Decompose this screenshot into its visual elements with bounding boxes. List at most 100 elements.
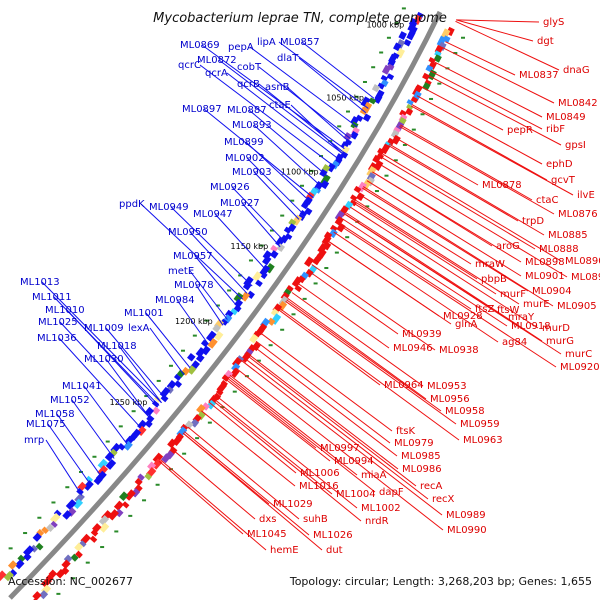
gene-feature-outer [220,318,229,326]
gene-label-line [252,345,398,457]
gene-label: ML1004 [336,489,376,500]
gene-label: ML0986 [402,464,442,475]
gene-label: recA [420,481,443,492]
gene-label: ML0901 [525,271,565,282]
gene-label: lexA [128,323,150,334]
gene-feature-inner [399,109,407,118]
feature-marker [71,577,76,580]
gene-label-line [345,214,562,355]
tick-label: 1150 kbp [231,242,269,251]
gene-feature-outer [187,352,196,362]
gene-feature-outer [137,419,148,430]
gene-label: ML0857 [280,37,320,48]
gene-label: ML1026 [313,530,353,541]
gene-label-line [226,72,339,160]
gene-feature-inner [252,330,261,339]
gene-feature-inner [286,285,294,292]
gene-feature-outer [151,406,161,415]
gene-feature-outer [381,64,392,75]
gene-feature-inner [161,453,171,464]
gene-label: ML0938 [439,345,479,356]
gene-label-line [227,377,317,449]
gene-label: qcrC [178,60,201,71]
gene-label-line [41,281,162,404]
gene-label: ML0956 [430,394,470,405]
gene-label: ftsK [396,426,415,437]
gene-feature-inner [422,72,430,81]
gene-label: ML0957 [173,251,213,262]
feature-marker [291,313,296,316]
gene-feature-inner [99,522,110,533]
gene-feature-outer [23,545,35,557]
gene-feature-inner [90,529,99,537]
gene-label: ML1030 [84,354,124,365]
feature-marker [402,143,407,146]
gene-label: gcvT [551,175,576,186]
gene-label: ML0878 [482,180,522,191]
gene-feature-outer [207,337,218,349]
gene-label-line [149,327,185,376]
gene-label-line [245,354,417,487]
gene-label: ML0842 [558,98,598,109]
gene-feature-inner [215,388,224,396]
map-title: Mycobacterium leprae TN, complete genome [153,11,447,26]
gene-label-line [253,124,322,187]
gene-label: ML0876 [558,209,598,220]
gene-label-line [434,61,543,118]
gene-label-line [246,352,399,470]
gene-feature-outer [41,526,49,534]
feature-marker [128,514,133,517]
gene-label-line [286,86,350,142]
feature-marker [437,82,442,85]
gene-label-line [261,333,393,432]
gene-label-line [338,224,557,368]
gene-feature-outer [36,528,45,537]
gene-feature-inner [428,57,436,64]
tick-label: 1050 kbp [326,94,364,103]
feature-marker [269,229,274,232]
gene-feature-outer [195,347,206,358]
gene-label-line [241,202,281,248]
gene-feature-inner [406,103,414,111]
gene-label-line [187,426,300,520]
feature-marker [386,36,391,39]
gene-label-line [298,283,390,349]
gene-label: ML0984 [155,295,195,306]
feature-marker [144,395,149,398]
gene-label-line [382,153,562,262]
gene-feature-inner [39,590,49,600]
gene-label: ML0958 [445,406,485,417]
feature-marker [118,425,123,428]
gene-feature-inner [256,327,265,336]
gene-label: dlaT [277,53,299,64]
gene-feature-outer [195,353,205,363]
gene-label-line [59,321,150,418]
gene-feature-inner [317,242,328,254]
gene-label: ribF [546,124,565,135]
gene-feature-outer [344,138,353,146]
gene-label: ML0869 [180,40,220,51]
tick-label: 1100 kbp [281,168,319,177]
gene-label: qcrB [237,79,260,90]
gene-label-line [456,19,534,42]
gene-label: ML0899 [224,137,264,148]
gene-feature-outer [205,330,217,342]
gene-label-line [327,240,452,325]
gene-label: ML0994 [334,456,374,467]
tick-layer: 1000 kbp 1050 kbp 1100 kbp 1150 kbp 1200 kbp… [110,20,405,407]
feature-marker [259,244,264,247]
tick-label: 1000 kbp [366,20,404,29]
feature-marker [420,113,425,116]
gene-label-line [170,206,253,287]
feature-marker [37,516,42,519]
gene-label: ML1002 [361,503,401,514]
gene-feature-inner [167,438,177,449]
gene-feature-inner [75,550,83,559]
gene-feature-inner [190,418,200,428]
feature-marker [114,530,119,533]
gene-label-line [366,180,522,277]
gene-label: ML0978 [174,280,214,291]
gene-feature-outer [93,475,103,486]
gene-label: ML0939 [402,329,442,340]
gene-label: ML1029 [273,499,313,510]
